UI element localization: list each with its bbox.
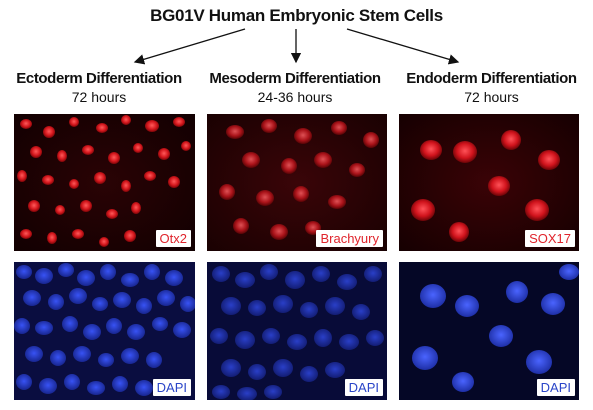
- column-time: 72 hours: [71, 89, 127, 105]
- column-time: 24-36 hours: [257, 89, 333, 105]
- micrograph-dapi-ectoderm: DAPI: [14, 262, 195, 400]
- micrograph-dapi-endoderm: DAPI: [399, 262, 579, 400]
- micrograph-image: [399, 262, 579, 400]
- figure-title: BG01V Human Embryonic Stem Cells: [150, 6, 443, 25]
- micrograph-otx2: Otx2: [14, 114, 195, 251]
- column-name: Mesoderm Differentiation: [209, 70, 381, 87]
- micrograph-image: [207, 114, 387, 251]
- column-name: Ectoderm Differentiation: [16, 70, 182, 87]
- micrograph-sox17: SOX17: [399, 114, 579, 251]
- micrograph-image: [14, 262, 195, 400]
- column-name: Endoderm Differentiation: [406, 70, 577, 87]
- stain-label-brachyury: Brachyury: [316, 230, 383, 247]
- micrograph-image: [399, 114, 579, 251]
- stain-label-otx2: Otx2: [155, 230, 191, 247]
- micrograph-dapi-mesoderm: DAPI: [207, 262, 387, 400]
- stain-label-dapi-mesoderm: DAPI: [344, 379, 383, 396]
- stain-label-dapi-endoderm: DAPI: [536, 379, 575, 396]
- micrograph-brachyury: Brachyury: [207, 114, 387, 251]
- column-heading-endoderm: Endoderm Differentiation 72 hours: [394, 70, 589, 106]
- arrow-left: [133, 28, 246, 65]
- column-heading-mesoderm: Mesoderm Differentiation 24-36 hours: [200, 70, 390, 106]
- micrograph-image: [14, 114, 195, 251]
- stain-label-sox17: SOX17: [525, 230, 575, 247]
- column-heading-ectoderm: Ectoderm Differentiation 72 hours: [4, 70, 194, 106]
- stain-label-dapi-ectoderm: DAPI: [152, 379, 191, 396]
- arrows: [133, 28, 460, 65]
- column-time: 72 hours: [464, 89, 519, 105]
- micrograph-image: [207, 262, 387, 400]
- arrow-right: [346, 28, 460, 65]
